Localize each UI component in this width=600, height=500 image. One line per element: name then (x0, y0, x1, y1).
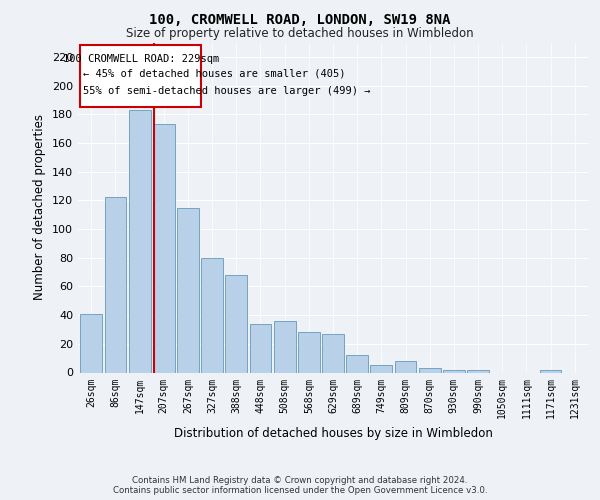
Bar (443, 370, 465, 372)
Bar (201, 258, 223, 372)
Bar (104, 198, 127, 372)
Bar (539, 370, 562, 372)
Text: 55% of semi-detached houses are larger (499) →: 55% of semi-detached houses are larger (… (83, 86, 370, 96)
Bar (274, 321, 296, 372)
Text: ← 45% of detached houses are smaller (405): ← 45% of detached houses are smaller (40… (83, 68, 346, 78)
Y-axis label: Number of detached properties: Number of detached properties (34, 114, 46, 300)
Bar (129, 110, 151, 372)
Bar (250, 324, 271, 372)
X-axis label: Distribution of detached houses by size in Wimbledon: Distribution of detached houses by size … (173, 427, 493, 440)
Bar (419, 368, 440, 372)
Bar (153, 124, 175, 372)
Bar (346, 356, 368, 372)
FancyBboxPatch shape (80, 46, 201, 107)
Text: Contains HM Land Registry data © Crown copyright and database right 2024.
Contai: Contains HM Land Registry data © Crown c… (113, 476, 487, 495)
Bar (177, 208, 199, 372)
Text: 100, CROMWELL ROAD, LONDON, SW19 8NA: 100, CROMWELL ROAD, LONDON, SW19 8NA (149, 12, 451, 26)
Bar (370, 366, 392, 372)
Bar (467, 370, 489, 372)
Text: 100 CROMWELL ROAD: 229sqm: 100 CROMWELL ROAD: 229sqm (63, 54, 219, 64)
Bar (322, 334, 344, 372)
Bar (298, 332, 320, 372)
Text: Size of property relative to detached houses in Wimbledon: Size of property relative to detached ho… (126, 28, 474, 40)
Bar (80, 314, 102, 372)
Bar (226, 275, 247, 372)
Bar (395, 361, 416, 372)
